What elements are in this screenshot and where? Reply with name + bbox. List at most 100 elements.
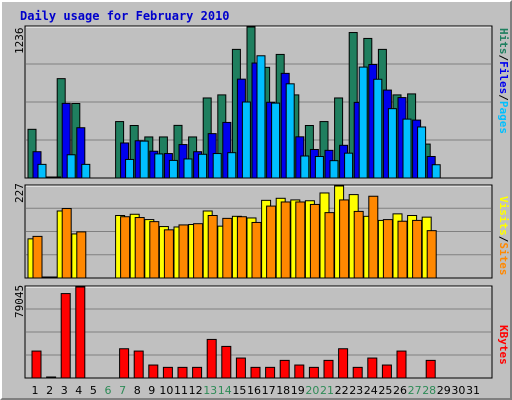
pages-bar-day-12 [198, 153, 208, 179]
hits-ymax-label: 1236 [13, 27, 26, 55]
pages-bar-day-28 [431, 164, 441, 179]
sites-bar-day-9 [149, 221, 160, 279]
kbytes-bar-day-20 [308, 366, 319, 379]
kbytes-bar-day-23 [352, 366, 363, 379]
day-label-7: 7 [119, 384, 126, 397]
kbytes-bar-day-14 [221, 345, 232, 379]
day-label-28: 28 [422, 384, 436, 397]
sites-bar-day-20 [309, 203, 320, 279]
pages-bar-day-9 [154, 153, 164, 179]
kbytes-bar-day-25 [381, 364, 392, 379]
day-label-26: 26 [393, 384, 407, 397]
day-label-10: 10 [159, 384, 173, 397]
legend-sites: Sites [497, 242, 510, 276]
day-label-15: 15 [232, 384, 246, 397]
files-bar-day-3 [61, 102, 71, 179]
kbytes-bar-day-19 [294, 364, 305, 379]
chart-title: Daily usage for February 2010 [20, 9, 230, 23]
sites-bar-day-21 [324, 212, 335, 279]
legend-files: Files [497, 61, 510, 95]
sites-bar-day-1 [32, 235, 43, 279]
pages-bar-day-24 [373, 78, 383, 179]
pages-bar-day-21 [329, 160, 339, 179]
day-label-30: 30 [451, 384, 465, 397]
day-label-18: 18 [276, 384, 290, 397]
kbytes-bar-day-16 [250, 366, 261, 379]
kbytes-bar-day-11 [177, 366, 188, 379]
day-label-19: 19 [291, 384, 305, 397]
sites-bar-day-19 [295, 201, 306, 279]
sites-bar-day-14 [222, 217, 233, 279]
pages-bar-day-2 [52, 176, 62, 179]
sites-bar-day-7 [120, 216, 131, 279]
pages-bar-day-10 [168, 159, 178, 179]
sites-bar-day-12 [193, 223, 204, 279]
legend-kbytes: KBytes [497, 325, 510, 365]
files-bar-day-14 [222, 121, 232, 179]
pages-bar-day-1 [37, 163, 47, 179]
kbytes-bar-day-26 [396, 350, 407, 379]
kbytes-legend: KBytes [497, 325, 510, 365]
kbytes-bar-day-18 [279, 359, 290, 379]
kbytes-bar-day-3 [60, 293, 71, 379]
kbytes-bar-day-17 [265, 366, 276, 379]
pages-bar-day-18 [285, 83, 295, 179]
kbytes-bar-day-28 [425, 359, 436, 379]
sites-bar-day-2 [47, 276, 58, 279]
day-label-9: 9 [148, 384, 155, 397]
day-label-29: 29 [437, 384, 451, 397]
day-label-6: 6 [105, 384, 112, 397]
kbytes-bar-day-1 [31, 350, 42, 379]
pages-bar-day-16 [256, 55, 266, 179]
pages-bar-day-19 [300, 155, 310, 179]
sites-bar-day-23 [353, 210, 364, 279]
pages-bar-day-11 [183, 158, 193, 179]
pages-bar-day-8 [139, 140, 149, 179]
hits-legend: Hits/Files/Pages [497, 28, 510, 134]
sites-bar-day-10 [163, 229, 174, 279]
kbytes-bar-day-8 [133, 350, 144, 379]
hits-bar-day-22 [334, 97, 344, 179]
sites-bar-day-26 [397, 220, 408, 279]
pages-bar-day-25 [387, 108, 397, 179]
day-label-11: 11 [174, 384, 188, 397]
day-label-24: 24 [364, 384, 378, 397]
day-label-14: 14 [218, 384, 232, 397]
pages-bar-day-13 [212, 153, 222, 179]
sites-bar-day-24 [368, 195, 379, 279]
kbytes-bar-day-7 [119, 348, 130, 379]
kbytes-bar-day-24 [367, 357, 378, 379]
pages-bar-day-7 [125, 158, 135, 179]
sites-bar-day-4 [76, 231, 87, 279]
pages-bar-day-26 [402, 118, 412, 179]
sites-bar-day-27 [412, 219, 423, 279]
day-label-13: 13 [203, 384, 217, 397]
day-label-22: 22 [335, 384, 349, 397]
pages-bar-day-22 [344, 152, 354, 179]
sites-bar-day-28 [426, 230, 437, 279]
day-label-2: 2 [46, 384, 53, 397]
legend-visits: Visits [497, 196, 510, 236]
visits-ymax-label: 227 [13, 183, 26, 203]
sites-bar-day-3 [61, 208, 72, 279]
sites-bar-day-13 [207, 214, 218, 279]
pages-bar-day-20 [314, 155, 324, 179]
kbytes-bar-day-2 [46, 376, 57, 379]
kbytes-bar-day-15 [235, 357, 246, 379]
hits-bar-day-21 [319, 121, 329, 179]
kbytes-bar-day-12 [192, 366, 203, 379]
day-label-25: 25 [378, 384, 392, 397]
legend-sep-2: / [497, 94, 510, 101]
sites-bar-day-25 [382, 219, 393, 279]
day-label-27: 27 [408, 384, 422, 397]
sites-bar-day-22 [339, 199, 350, 279]
day-label-8: 8 [134, 384, 141, 397]
visits-legend: Visits/Sites [497, 196, 510, 276]
kbytes-bar-day-21 [323, 359, 334, 379]
kbytes-bar-day-10 [162, 366, 173, 379]
sites-bar-day-11 [178, 224, 189, 279]
kbytes-bar-day-4 [75, 286, 86, 379]
legend-hits: Hits [497, 28, 510, 55]
day-label-4: 4 [75, 384, 82, 397]
sites-bar-day-8 [134, 217, 145, 279]
